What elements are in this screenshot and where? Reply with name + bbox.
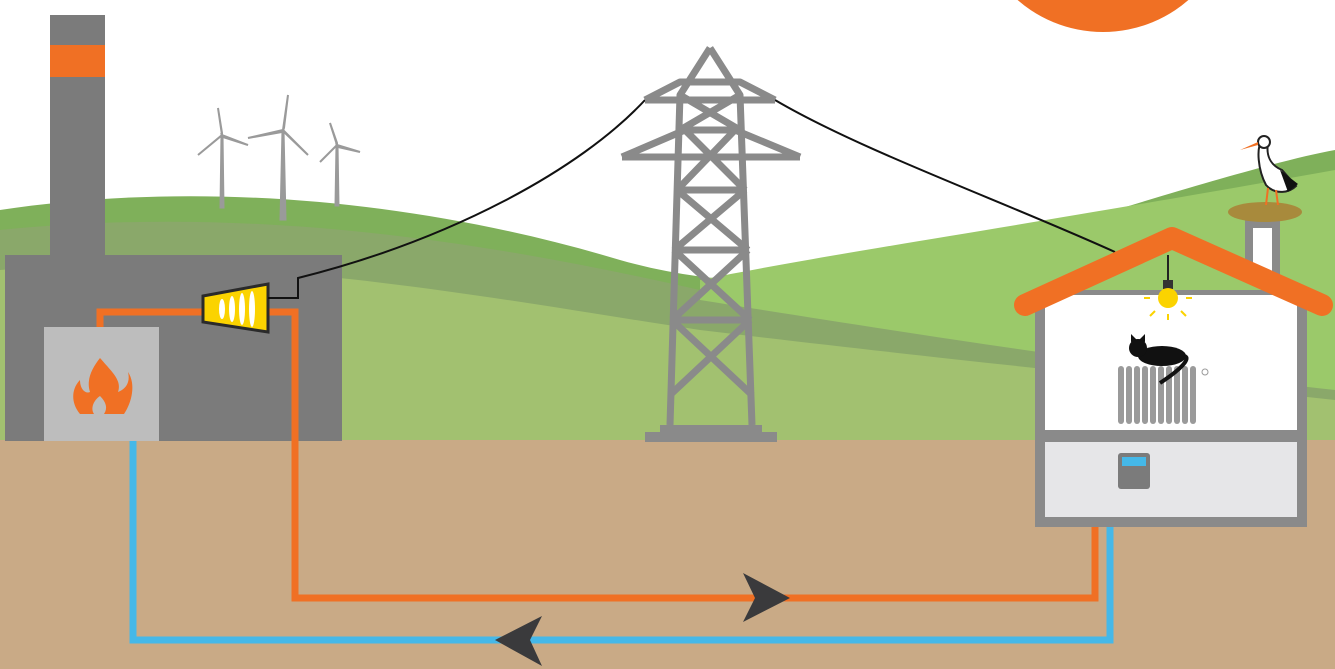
sun — [1017, 0, 1189, 32]
roof — [1014, 227, 1333, 316]
bulb-socket — [1163, 280, 1173, 289]
flame-inner — [92, 396, 107, 414]
chimney-band — [50, 45, 105, 77]
power-line — [268, 99, 646, 299]
bulb — [1158, 288, 1178, 308]
cat — [1129, 334, 1189, 385]
pylon — [620, 46, 802, 426]
flame — [73, 358, 133, 414]
hot-pipe — [96, 308, 203, 327]
meter-display — [1122, 457, 1146, 466]
flow-arrow — [743, 573, 790, 622]
bulb-rays — [1144, 297, 1192, 320]
pylon-base — [645, 432, 777, 442]
power-line — [774, 99, 1116, 253]
generator-blades — [219, 291, 255, 327]
stork — [1240, 135, 1298, 206]
house-chimney-inner — [1253, 228, 1272, 275]
pylon-base — [660, 425, 762, 433]
nest — [1228, 202, 1302, 222]
basement — [1045, 442, 1297, 517]
flow-arrow — [495, 616, 542, 666]
radiator — [1118, 366, 1209, 424]
wind-turbines — [197, 94, 361, 221]
